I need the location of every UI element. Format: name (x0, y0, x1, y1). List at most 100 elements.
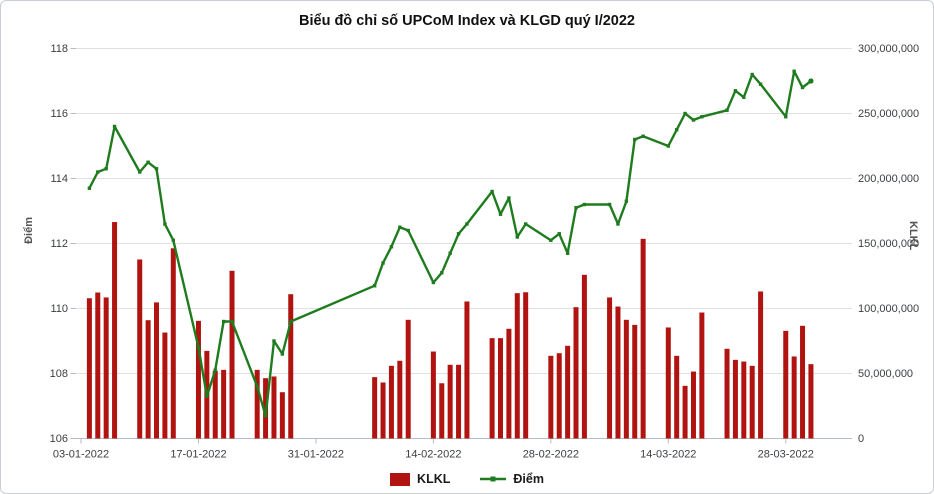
volume-bar (741, 361, 747, 439)
volume-bar (397, 360, 403, 439)
x-axis-tick-label: 17-01-2022 (170, 449, 226, 461)
index-point (154, 167, 159, 171)
index-point (549, 238, 553, 242)
index-point (574, 206, 578, 210)
volume-bar (674, 355, 680, 439)
index-line (88, 70, 813, 417)
right-axis-tick-label: 50,000,000 (858, 368, 913, 380)
index-point (498, 212, 503, 216)
index-point (196, 345, 201, 350)
index-point (742, 95, 746, 99)
index-point (389, 245, 394, 249)
volume-bar (732, 359, 738, 439)
index-point (792, 69, 796, 73)
right-axis-title: KLKL (907, 221, 919, 251)
right-axis-tick-label: 250,000,000 (858, 108, 919, 120)
index-point (289, 319, 293, 324)
chart-legend: KLKL Điểm (1, 472, 933, 486)
index-point (674, 128, 679, 132)
right-axis-tick-label: 100,000,000 (858, 303, 919, 315)
volume-bar (86, 298, 92, 439)
index-point (272, 339, 276, 343)
volume-bar (112, 222, 118, 439)
volume-bar (581, 274, 587, 439)
volume-bar (758, 291, 764, 439)
volume-bar (195, 320, 201, 439)
index-point (725, 108, 729, 112)
x-axis-tick-label: 03-01-2022 (53, 449, 109, 461)
volume-bar (154, 302, 160, 439)
chart-title: Biểu đồ chỉ số UPCoM Index và KLGD quý I… (299, 13, 635, 29)
volume-bar (791, 356, 797, 439)
volume-bar (279, 392, 285, 439)
volume-bar (615, 306, 621, 439)
x-axis-tick-label: 28-03-2022 (758, 449, 814, 461)
volume-bar (498, 338, 503, 439)
volume-bar (372, 377, 378, 439)
volume-bar (573, 307, 579, 439)
left-axis-tick-label: 118 (50, 43, 68, 55)
index-point (800, 85, 805, 90)
volume-bar (170, 248, 176, 439)
index-point (607, 202, 612, 207)
index-point (691, 118, 696, 122)
index-point (398, 225, 402, 229)
x-axis-tick-label: 28-02-2022 (523, 449, 579, 461)
volume-bar (254, 369, 260, 439)
volume-bar (632, 324, 638, 439)
volume-bar (749, 365, 755, 439)
volume-bar (506, 328, 512, 439)
volume-bar (145, 320, 151, 439)
index-point (372, 284, 377, 288)
legend-item-diem[interactable]: Điểm (480, 472, 544, 486)
index-point (784, 115, 788, 119)
x-axis-tick-label: 14-02-2022 (405, 449, 461, 461)
index-point (616, 222, 620, 226)
volume-bar (800, 325, 806, 439)
volume-bar (456, 364, 462, 439)
volume-bar (556, 353, 562, 439)
index-point (96, 170, 100, 174)
volume-bar (523, 292, 529, 439)
index-point (230, 319, 234, 324)
index-point (456, 232, 461, 236)
index-point (750, 72, 754, 77)
left-axis-tick-label: 112 (50, 238, 68, 250)
index-point (624, 199, 629, 203)
left-axis-tick-label: 110 (50, 303, 68, 315)
volume-bar (548, 355, 554, 439)
left-axis-tick-label: 106 (50, 433, 68, 445)
index-point (406, 228, 410, 233)
index-point (213, 368, 217, 372)
volume-bar (783, 330, 789, 439)
index-point (440, 271, 444, 275)
index-point (490, 189, 494, 194)
index-point (221, 319, 226, 324)
index-point (523, 222, 528, 226)
index-point (381, 261, 385, 265)
index-point (733, 89, 738, 93)
right-axis-tick-label: 300,000,000 (858, 43, 919, 55)
legend-item-klkl[interactable]: KLKL (390, 472, 450, 486)
index-point (515, 235, 519, 239)
volume-bar (665, 327, 671, 439)
left-axis-tick-label: 108 (50, 368, 68, 380)
index-point (448, 251, 452, 255)
legend-label-klkl: KLKL (417, 472, 451, 486)
right-axis-tick-label: 0 (858, 433, 864, 445)
index-point (431, 280, 436, 285)
x-axis-tick-label: 14-03-2022 (640, 449, 696, 461)
volume-bar (640, 238, 646, 439)
volume-bar (212, 370, 218, 439)
volume-bar (288, 294, 294, 439)
volume-bar (103, 297, 109, 439)
index-last-point (808, 78, 814, 84)
index-point (700, 115, 704, 119)
volume-bar (221, 369, 227, 439)
volume-bar (95, 292, 101, 439)
index-point (163, 222, 167, 226)
index-point (104, 167, 108, 171)
volume-bar (137, 259, 143, 439)
